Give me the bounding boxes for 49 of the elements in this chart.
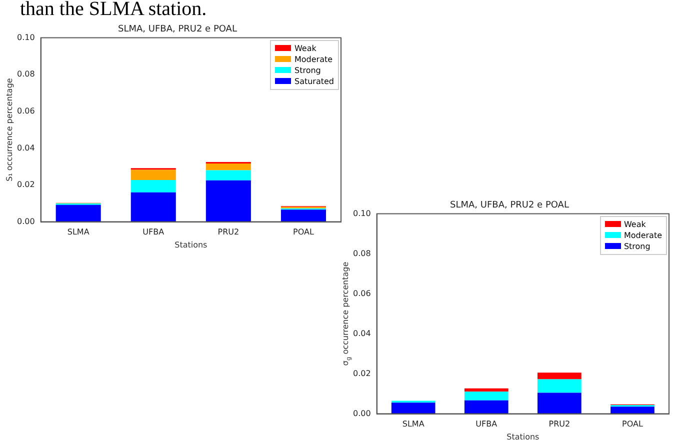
bar — [206, 180, 251, 222]
x-tick-label: UFBA — [476, 420, 498, 429]
bar — [538, 379, 582, 393]
x-tick-label: UFBA — [142, 228, 165, 237]
legend-label: Strong — [294, 64, 321, 76]
chart-title: SLMA, UFBA, PRU2 e POAL — [118, 24, 237, 35]
x-tick-label: PRU2 — [548, 420, 570, 429]
bar — [610, 406, 654, 414]
y-tick-label: 0.08 — [353, 248, 371, 258]
bar — [130, 170, 176, 180]
x-tick-label: SLMA — [402, 420, 425, 429]
x-axis-title: Stations — [174, 240, 208, 250]
x-tick-label: POAL — [622, 420, 644, 429]
bar — [206, 170, 251, 180]
bar — [280, 210, 326, 222]
legend-label: Weak — [294, 42, 316, 54]
legend-label: Weak — [624, 218, 646, 230]
x-tick-label: PRU2 — [218, 228, 240, 237]
bar — [464, 400, 508, 414]
y-tick-label: 0.00 — [353, 408, 371, 418]
y-tick-label: 0.04 — [17, 143, 35, 152]
y-tick-label: 0.06 — [17, 106, 35, 116]
bar — [206, 163, 251, 170]
chart-title: SLMA, UFBA, PRU2 e POAL — [450, 200, 569, 211]
x-tick-label: SLMA — [67, 228, 90, 237]
y-tick-label: 0.06 — [353, 288, 371, 298]
bar — [464, 392, 508, 400]
bar — [130, 192, 176, 222]
x-axis-title: Stations — [506, 432, 540, 442]
y-tick-label: 0.08 — [17, 70, 35, 79]
y-tick-label: 0.10 — [353, 208, 371, 218]
legend-label: Moderate — [624, 230, 662, 241]
y-tick-label: 0.00 — [17, 216, 35, 226]
y-axis-title: S₁ occurrence percentage — [5, 78, 14, 182]
legend-label: Strong — [624, 240, 650, 252]
y-tick-label: 0.02 — [17, 180, 35, 190]
y-tick-label: 0.04 — [353, 328, 371, 338]
bar — [391, 402, 436, 414]
text: than the SLMA station. — [20, 0, 207, 21]
y-tick-label: 0.10 — [17, 32, 35, 42]
bar — [130, 180, 176, 192]
legend-label: Saturated — [294, 76, 334, 87]
bar — [538, 372, 582, 380]
y-tick-label: 0.02 — [353, 368, 371, 378]
bar — [538, 392, 582, 414]
x-tick-label: POAL — [293, 228, 314, 237]
legend-label: Moderate — [294, 54, 333, 65]
bar — [464, 388, 508, 392]
bar — [56, 204, 101, 222]
